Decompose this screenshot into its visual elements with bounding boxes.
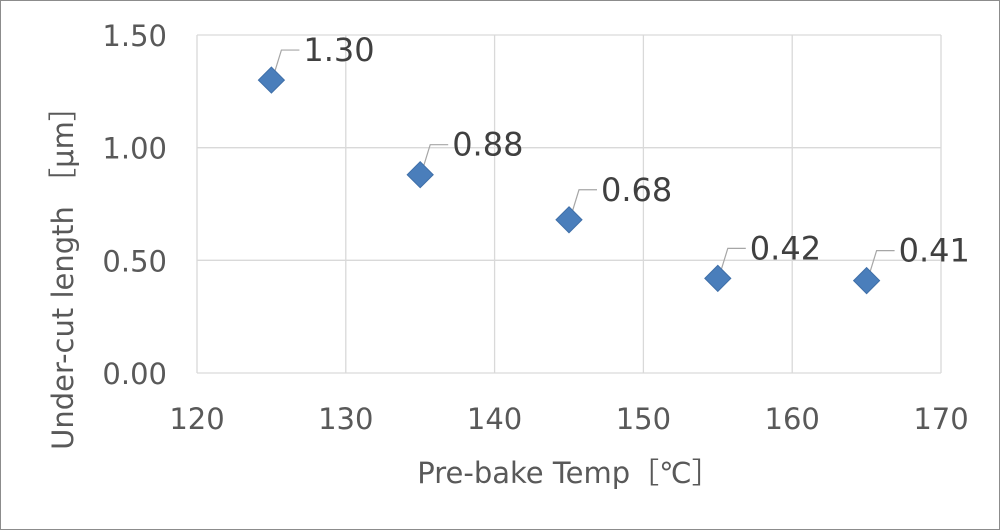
data-label-leader	[421, 144, 449, 171]
data-label: 0.88	[452, 126, 523, 164]
data-label-leader	[868, 250, 895, 277]
x-tick-label: 160	[765, 402, 820, 436]
data-point-marker	[852, 266, 881, 295]
data-point-marker	[257, 66, 286, 94]
horizontal-gridlines	[197, 34, 941, 374]
data-point-marker	[406, 160, 434, 189]
x-axis-ticks: 120 130 140 150 160 170	[169, 402, 968, 436]
x-tick-label: 170	[913, 402, 968, 436]
data-label-leader-lines	[272, 49, 895, 277]
data-points	[257, 66, 881, 295]
y-axis-title: Under-cut length ［μm］	[46, 92, 80, 450]
y-tick-label: 0.50	[102, 244, 167, 278]
x-axis-title: Pre-bake Temp［℃］	[417, 456, 720, 490]
data-label: 0.42	[750, 229, 821, 267]
data-point-marker	[704, 264, 732, 293]
data-label-leader	[272, 49, 300, 77]
x-tick-label: 140	[467, 402, 522, 436]
y-tick-label: 1.00	[102, 132, 167, 166]
data-label-leader	[570, 189, 597, 216]
vertical-gridlines	[196, 35, 942, 373]
data-labels: 1.30 0.88 0.68 0.42 0.41	[303, 31, 969, 270]
x-tick-label: 120	[169, 402, 224, 436]
data-label: 0.41	[899, 232, 970, 270]
data-label-leader	[719, 247, 746, 275]
y-tick-label: 1.50	[102, 19, 167, 53]
y-tick-label: 0.00	[102, 357, 167, 391]
data-point-marker	[555, 206, 583, 234]
data-label: 1.30	[303, 31, 374, 69]
data-label: 0.68	[601, 171, 672, 209]
x-tick-label: 130	[318, 402, 373, 436]
x-tick-label: 150	[616, 402, 671, 436]
y-axis-ticks: 0.00 0.50 1.00 1.50	[102, 19, 167, 391]
